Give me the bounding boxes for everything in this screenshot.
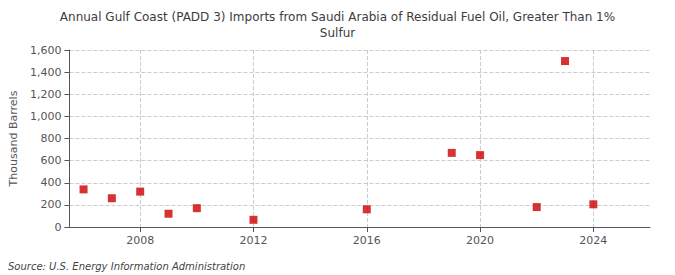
svg-text:Source: U.S. Energy Informatio: Source: U.S. Energy Information Administ… xyxy=(8,261,245,272)
svg-text:2020: 2020 xyxy=(466,234,494,247)
svg-text:2012: 2012 xyxy=(239,234,267,247)
svg-text:Sulfur: Sulfur xyxy=(320,26,355,40)
svg-text:200: 200 xyxy=(40,198,61,211)
svg-text:Annual Gulf Coast (PADD 3) Imp: Annual Gulf Coast (PADD 3) Imports from … xyxy=(60,10,615,24)
svg-text:Thousand Barrels: Thousand Barrels xyxy=(7,90,20,187)
svg-text:0: 0 xyxy=(54,221,61,234)
svg-text:2016: 2016 xyxy=(353,234,381,247)
svg-text:400: 400 xyxy=(40,176,61,189)
svg-text:1,600: 1,600 xyxy=(30,44,62,57)
svg-text:1,000: 1,000 xyxy=(30,110,62,123)
svg-text:2008: 2008 xyxy=(126,234,154,247)
svg-text:1,200: 1,200 xyxy=(30,88,62,101)
svg-text:800: 800 xyxy=(40,132,61,145)
svg-text:1,400: 1,400 xyxy=(30,66,62,79)
svg-text:600: 600 xyxy=(40,154,61,167)
svg-text:2024: 2024 xyxy=(579,234,607,247)
